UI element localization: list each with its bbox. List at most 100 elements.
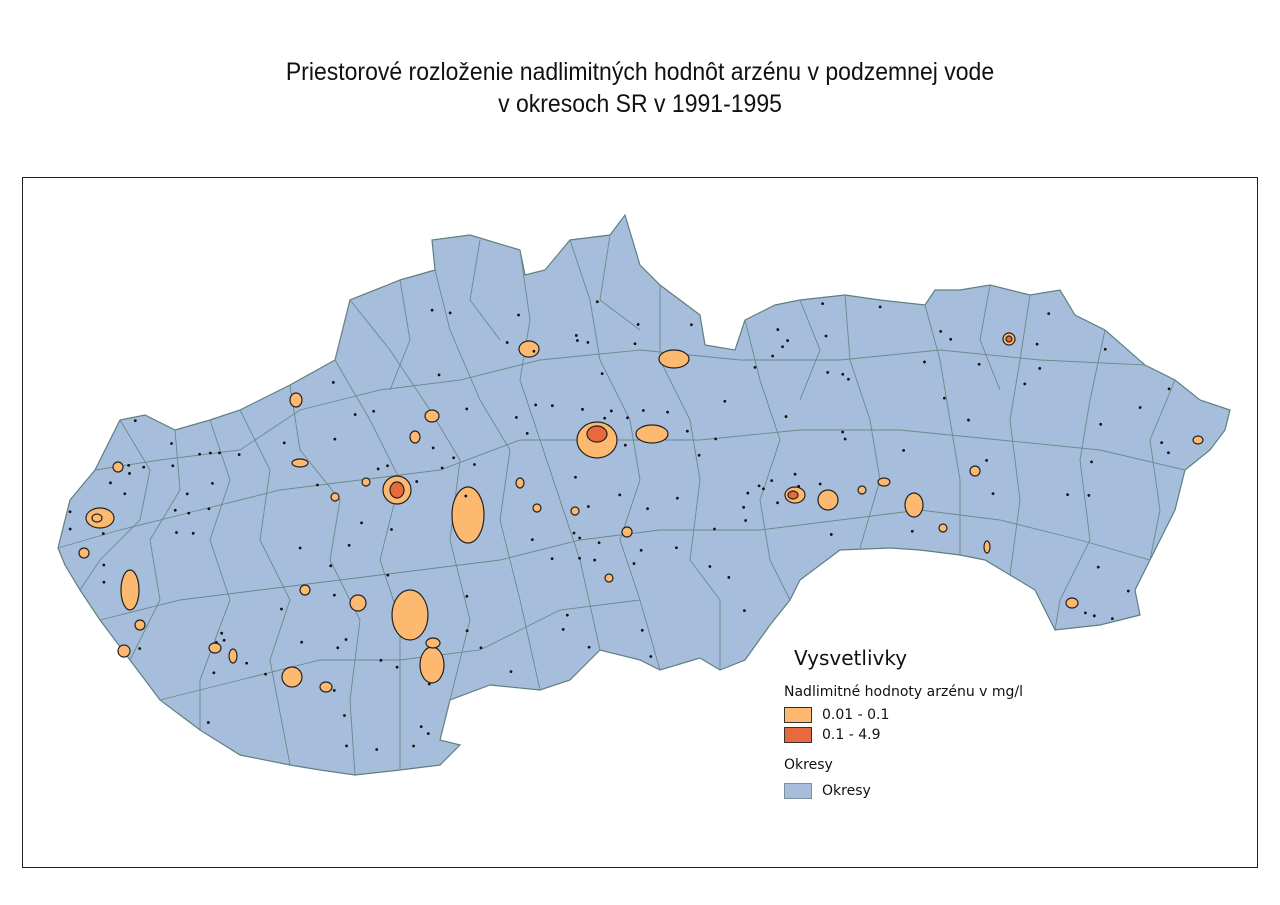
district-boundary xyxy=(79,419,151,591)
sample-point xyxy=(742,505,746,509)
arsenic-spot-high xyxy=(389,481,405,499)
arsenic-spot-low xyxy=(117,644,131,658)
sample-point xyxy=(185,492,189,496)
sample-point xyxy=(133,419,137,423)
slovakia-outline xyxy=(57,213,1231,776)
sample-point xyxy=(1087,493,1091,497)
sample-point xyxy=(636,323,640,326)
arsenic-spot-low xyxy=(424,409,440,423)
sample-point xyxy=(910,529,914,533)
sample-point xyxy=(818,482,822,486)
sample-point xyxy=(514,415,518,419)
sample-point xyxy=(797,484,801,488)
sample-point xyxy=(138,647,142,650)
sample-point xyxy=(68,510,72,514)
sample-point xyxy=(1167,451,1170,455)
sample-point xyxy=(465,594,469,598)
district-boundary xyxy=(569,239,661,671)
sample-point xyxy=(345,744,348,748)
sample-point xyxy=(376,467,380,471)
arsenic-spot-low xyxy=(938,523,948,533)
arsenic-spot-low xyxy=(361,477,371,487)
sample-point xyxy=(639,548,643,552)
sample-point xyxy=(298,546,302,550)
sample-point xyxy=(1084,611,1087,615)
district-boundary xyxy=(599,234,641,331)
sample-point xyxy=(847,377,850,381)
sample-point xyxy=(360,521,363,525)
sample-point xyxy=(530,538,534,542)
sample-point xyxy=(1103,347,1107,351)
sample-point xyxy=(1092,614,1096,618)
sample-point xyxy=(517,313,520,317)
arsenic-spot-low xyxy=(91,513,103,523)
sample-point xyxy=(532,349,536,353)
sample-point xyxy=(427,682,431,686)
sample-point xyxy=(187,511,191,515)
arsenic-spot-low xyxy=(134,619,146,631)
legend-group-arsenic: Nadlimitné hodnoty arzénu v mg/l xyxy=(784,684,1024,700)
arsenic-spot-low xyxy=(570,506,580,516)
sample-point xyxy=(127,463,131,467)
sample-point xyxy=(473,463,476,466)
sample-point xyxy=(347,543,351,547)
sample-point xyxy=(593,558,597,562)
arsenic-spot-high xyxy=(1005,335,1013,343)
sample-point xyxy=(237,453,241,457)
sample-point xyxy=(214,640,218,644)
sample-point xyxy=(753,365,757,369)
sample-point xyxy=(171,464,175,468)
sample-point xyxy=(623,443,627,447)
sample-point xyxy=(771,354,775,358)
sample-point xyxy=(465,629,469,633)
sample-point xyxy=(641,409,645,412)
arsenic-spot-low xyxy=(299,584,311,596)
sample-point xyxy=(142,465,146,469)
sample-point xyxy=(743,609,746,613)
sample-point xyxy=(1099,422,1103,426)
legend-group-okresy: Okresy xyxy=(784,757,833,773)
sample-point xyxy=(675,496,679,500)
sample-point xyxy=(949,337,953,341)
sample-point xyxy=(1160,441,1164,445)
sample-point xyxy=(109,481,112,485)
sample-point xyxy=(744,519,748,522)
legend-label-high: 0.1 - 4.9 xyxy=(822,727,881,743)
arsenic-spot-low xyxy=(532,503,542,513)
sample-point xyxy=(175,531,178,534)
sample-point xyxy=(207,507,211,511)
arsenic-spot-low xyxy=(969,465,981,477)
legend-swatch-okresy xyxy=(784,783,812,799)
sample-point xyxy=(565,613,569,617)
sample-point xyxy=(576,339,579,342)
map-frame xyxy=(22,177,1258,868)
sample-point xyxy=(332,688,336,692)
sample-point xyxy=(128,472,131,475)
district-boundary xyxy=(94,349,1146,471)
district-boundary xyxy=(334,359,401,770)
legend-item-okresy: Okresy xyxy=(784,783,1023,799)
arsenic-spot-low xyxy=(419,646,445,684)
sample-point xyxy=(344,638,348,641)
sample-point xyxy=(316,483,319,487)
arsenic-spot-low xyxy=(208,642,222,654)
district-boundary xyxy=(99,509,1151,621)
sample-point xyxy=(1038,367,1042,370)
district-boundary xyxy=(1009,294,1031,576)
sample-point xyxy=(333,437,337,441)
sample-point xyxy=(697,453,701,457)
sample-point xyxy=(943,396,946,400)
arsenic-spot-low xyxy=(120,569,140,611)
sample-point xyxy=(632,562,636,565)
sample-point xyxy=(479,646,483,650)
sample-point xyxy=(666,410,669,414)
district-boundary xyxy=(979,284,1001,391)
sample-point xyxy=(430,308,434,312)
sample-point xyxy=(375,748,379,751)
sample-point xyxy=(561,627,565,631)
legend-item-low: 0.01 - 0.1 xyxy=(784,707,1023,723)
legend-title: Vysvetlivky xyxy=(794,646,908,670)
sample-point xyxy=(618,493,622,497)
sample-point xyxy=(985,458,988,462)
sample-point xyxy=(1110,617,1114,621)
